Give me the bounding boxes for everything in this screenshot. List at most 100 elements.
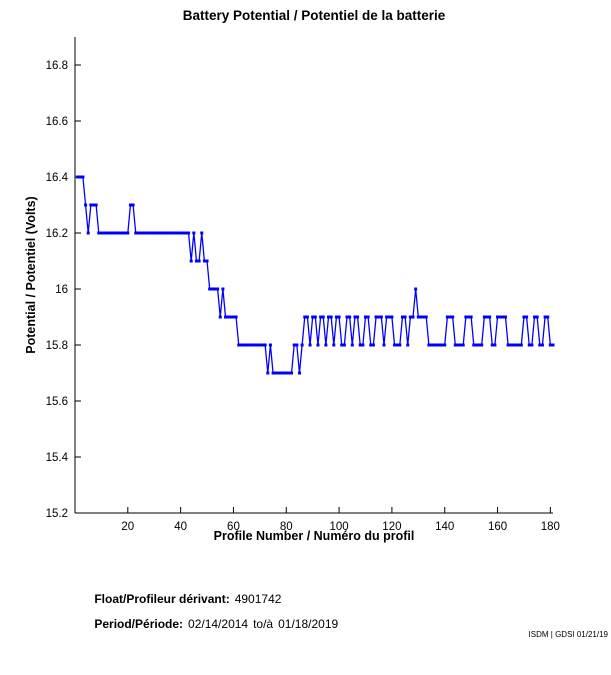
y-tick-label: 15.4 <box>46 452 69 464</box>
data-point-marker <box>551 343 555 347</box>
data-point-marker <box>213 287 217 291</box>
data-point-marker <box>443 343 447 347</box>
data-point-marker <box>535 315 539 319</box>
data-point-marker <box>91 203 95 207</box>
data-point-marker <box>327 315 331 319</box>
data-point-marker <box>229 315 233 319</box>
data-point-marker <box>406 343 410 347</box>
data-point-marker <box>303 315 307 319</box>
data-point-marker <box>543 315 547 319</box>
data-point-marker <box>297 371 301 375</box>
data-point-marker <box>485 315 489 319</box>
data-point-marker <box>472 343 476 347</box>
chart-plot-area: 20 40 60 80 100 120 140 160 180 15.2 15.4 15.6 15.8 1… <box>46 37 560 533</box>
data-point-marker <box>128 203 132 207</box>
data-point-marker <box>440 343 444 347</box>
data-point-marker <box>453 343 457 347</box>
data-point-marker <box>247 343 251 347</box>
y-tick-label: 16.8 <box>46 60 68 72</box>
data-point-marker <box>334 315 338 319</box>
data-point-marker <box>416 315 420 319</box>
data-point-marker <box>176 231 180 235</box>
data-point-marker <box>469 315 473 319</box>
data-point-marker <box>432 343 436 347</box>
data-point-marker <box>313 315 317 319</box>
data-point-marker <box>332 343 336 347</box>
data-point-marker <box>382 343 386 347</box>
data-point-marker <box>546 315 550 319</box>
data-point-marker <box>194 259 198 263</box>
data-point-marker <box>276 371 280 375</box>
y-tick-label: 16.4 <box>46 172 69 184</box>
data-point-marker <box>342 343 346 347</box>
data-point-marker <box>522 315 526 319</box>
data-point-marker <box>427 343 431 347</box>
data-point-marker <box>414 287 418 291</box>
y-tick-label: 16.2 <box>46 228 68 240</box>
data-point-marker <box>189 259 193 263</box>
data-point-marker <box>366 315 370 319</box>
x-axis-label: Profile Number / Numéro du profil <box>213 529 415 543</box>
data-point-marker <box>155 231 159 235</box>
data-point-marker <box>261 343 265 347</box>
data-point-marker <box>353 315 357 319</box>
data-point-marker <box>493 343 497 347</box>
data-point-marker <box>329 315 333 319</box>
data-point-marker <box>348 315 352 319</box>
x-tick-label: 40 <box>174 521 187 533</box>
data-point-marker <box>316 343 320 347</box>
y-tick-label: 15.8 <box>46 340 68 352</box>
data-point-marker <box>498 315 502 319</box>
y-axis-label: Potential / Potentiel (Volts) <box>24 196 38 354</box>
x-tick-label: 160 <box>488 521 507 533</box>
data-point-marker <box>118 231 122 235</box>
data-point-marker <box>501 315 505 319</box>
data-point-marker <box>419 315 423 319</box>
data-point-marker <box>208 287 212 291</box>
data-point-marker <box>480 343 484 347</box>
data-point-marker <box>379 315 383 319</box>
data-point-marker <box>324 343 328 347</box>
data-point-marker <box>517 343 521 347</box>
float-id-value: 4901742 <box>234 592 282 606</box>
data-point-marker <box>200 231 204 235</box>
data-point-marker <box>456 343 460 347</box>
period-to: 01/18/2019 <box>278 617 339 631</box>
data-point-marker <box>218 315 222 319</box>
data-point-marker <box>142 231 146 235</box>
data-point-marker <box>226 315 230 319</box>
data-point-marker <box>393 343 397 347</box>
data-point-marker <box>538 343 542 347</box>
data-point-marker <box>221 287 225 291</box>
data-point-marker <box>279 371 283 375</box>
data-point-marker <box>139 231 143 235</box>
data-point-marker <box>231 315 235 319</box>
data-point-marker <box>147 231 151 235</box>
period-from: 02/14/2014 <box>188 617 249 631</box>
data-point-marker <box>216 287 220 291</box>
data-point-marker <box>503 315 507 319</box>
agency-date-watermark: ISDM | GDSI 01/21/19 <box>528 630 608 639</box>
data-point-marker <box>115 231 119 235</box>
data-point-marker <box>300 343 304 347</box>
data-point-marker <box>287 371 291 375</box>
data-point-marker <box>514 343 518 347</box>
data-point-marker <box>179 231 183 235</box>
x-tick-label: 180 <box>541 521 560 533</box>
data-point-marker <box>76 175 80 179</box>
data-point-marker <box>398 343 402 347</box>
data-point-marker <box>356 315 360 319</box>
data-point-marker <box>482 315 486 319</box>
data-point-marker <box>477 343 481 347</box>
data-point-marker <box>184 231 188 235</box>
data-point-marker <box>451 315 455 319</box>
y-tick-label: 16 <box>55 284 68 296</box>
data-point-marker <box>250 343 254 347</box>
data-point-marker <box>308 343 312 347</box>
data-point-marker <box>78 175 82 179</box>
data-point-marker <box>509 343 513 347</box>
x-tick-label: 60 <box>227 521 240 533</box>
data-point-marker <box>519 343 523 347</box>
data-point-marker <box>126 231 130 235</box>
data-point-marker <box>350 343 354 347</box>
